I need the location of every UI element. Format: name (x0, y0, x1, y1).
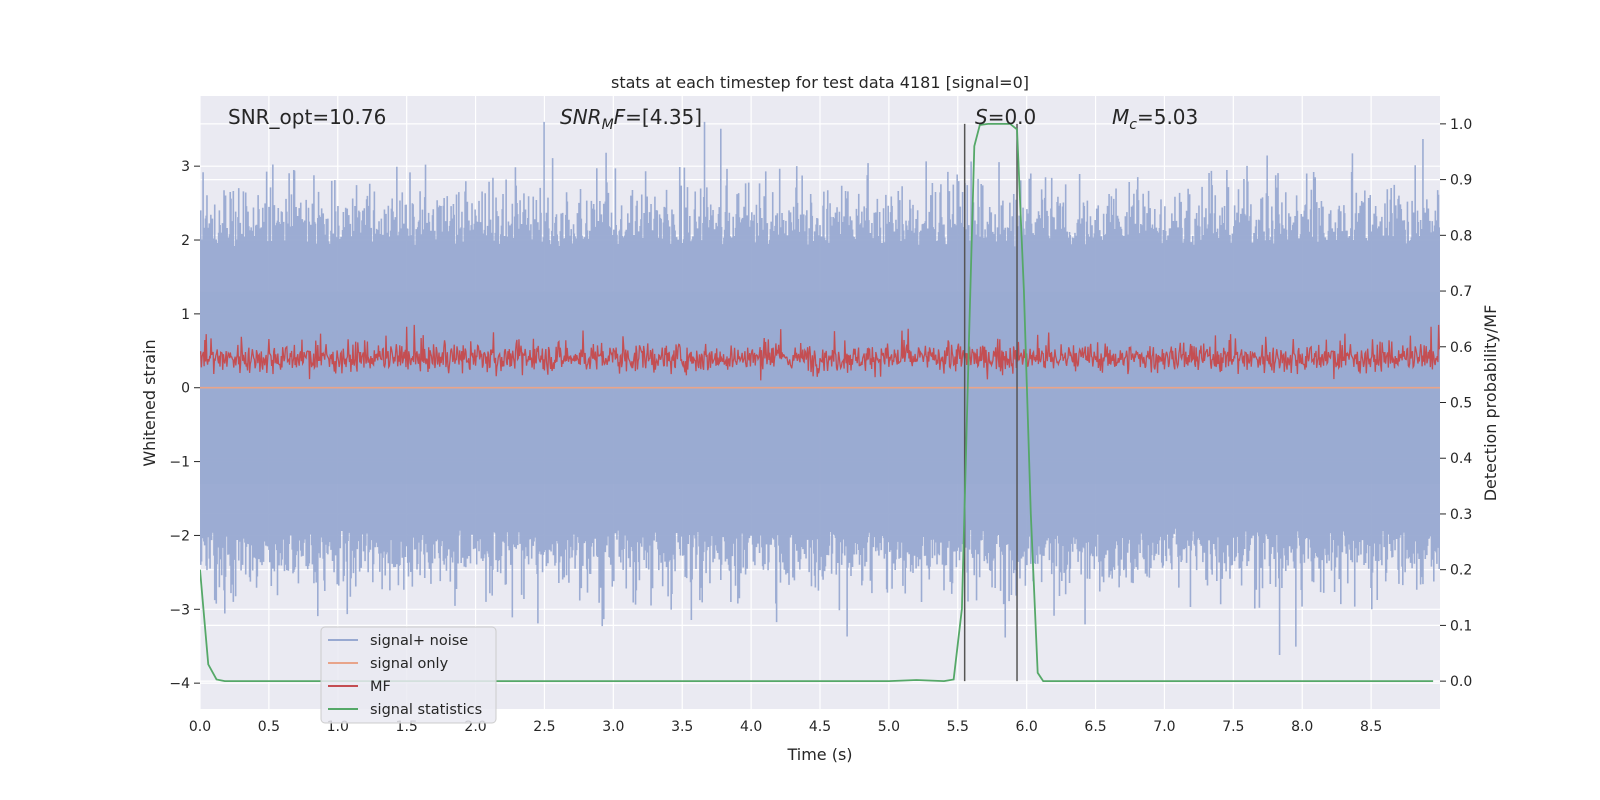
x-tick-label: 4.0 (740, 719, 762, 735)
x-tick-label: 3.0 (602, 719, 624, 735)
annotation-s: S=0.0 (975, 105, 1036, 129)
x-tick-label: 0.0 (189, 719, 211, 735)
x-tick-label: 4.5 (809, 719, 831, 735)
y-tick-label: 1 (181, 307, 190, 323)
legend-label-mf: MF (370, 679, 391, 695)
mf-line (200, 324, 1440, 381)
legend-box (320, 626, 497, 724)
right-axis-ticks: 1.0 0.9 0.8 0.7 0.6 0.5 0.4 0.3 0.2 0.1 0.0 (1440, 117, 1472, 690)
x-tick-label: 7.5 (1222, 719, 1244, 735)
y-right-tick-label: 0.5 (1450, 396, 1472, 412)
y-right-tick-label: 0.4 (1450, 451, 1472, 467)
y-tick-label: 3 (181, 159, 190, 175)
right-y-axis-label: Detection probability/MF (1481, 305, 1500, 502)
y-right-tick-label: 0.9 (1450, 173, 1472, 189)
signal-statistics-line (200, 122, 1434, 683)
x-tick-label: 8.0 (1291, 719, 1313, 735)
annotation-mc: Mc=5.03 (1112, 105, 1198, 133)
y-tick-label: 0 (181, 381, 190, 397)
x-tick-label: 6.0 (1016, 719, 1038, 735)
x-tick-label: 5.0 (878, 719, 900, 735)
y-right-tick-label: 1.0 (1450, 117, 1472, 133)
series-layer (200, 121, 1440, 683)
y-right-tick-label: 0.6 (1450, 340, 1472, 356)
y-right-tick-label: 0.1 (1450, 618, 1472, 634)
x-tick-label: 3.5 (671, 719, 693, 735)
y-right-tick-label: 0.8 (1450, 228, 1472, 244)
x-tick-label: 0.5 (258, 719, 280, 735)
legend: signal+ noise signal only MF signal stat… (320, 626, 497, 724)
y-right-tick-label: 0.7 (1450, 284, 1472, 300)
left-axis-ticks: 3 2 1 0 −1 −2 −3 −4 (169, 159, 200, 692)
legend-label-signal-statistics: signal statistics (370, 702, 482, 718)
y-right-tick-label: 0.2 (1450, 563, 1472, 579)
y-tick-label: −1 (169, 455, 190, 471)
x-axis-label: Time (s) (786, 745, 852, 764)
y-tick-label: −4 (169, 676, 190, 692)
y-tick-label: −2 (169, 528, 190, 544)
x-tick-label: 2.5 (533, 719, 555, 735)
x-tick-label: 6.5 (1084, 719, 1106, 735)
chart-title: stats at each timestep for test data 418… (611, 73, 1029, 92)
legend-label-signal-noise: signal+ noise (370, 633, 468, 649)
x-tick-label: 8.5 (1360, 719, 1382, 735)
annotation-snr-opt: SNR_opt=10.76 (228, 105, 386, 129)
legend-label-signal-only: signal only (370, 656, 449, 672)
annotation-snr-mf: SNRMF=[4.35] (560, 105, 702, 133)
x-tick-label: 5.5 (947, 719, 969, 735)
y-right-tick-label: 0.3 (1450, 507, 1472, 523)
y-tick-label: 2 (181, 233, 190, 249)
y-right-tick-label: 0.0 (1450, 674, 1472, 690)
y-tick-label: −3 (169, 602, 190, 618)
y-axis-label: Whitened strain (140, 339, 159, 466)
x-tick-label: 7.0 (1153, 719, 1175, 735)
